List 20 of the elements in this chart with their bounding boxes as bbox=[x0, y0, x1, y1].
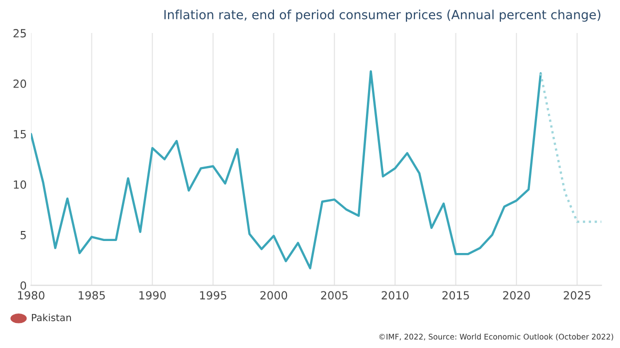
x-tick-label: 2025 bbox=[564, 291, 590, 300]
x-tick-label: 2000 bbox=[260, 291, 288, 300]
y-tick-label: 15 bbox=[14, 130, 26, 138]
line-series bbox=[540, 72, 602, 223]
y-tick-label: 5 bbox=[20, 231, 26, 240]
x-tick-label: 2005 bbox=[321, 291, 348, 300]
x-tick-label: 2010 bbox=[382, 291, 408, 300]
x-tick-label: 1995 bbox=[200, 291, 226, 300]
y-tick-label: 10 bbox=[14, 180, 26, 189]
y-tick-label: 25 bbox=[14, 29, 26, 38]
chart-title: Inflation rate, end of period consumer prices (Annual percent change) bbox=[164, 10, 600, 22]
x-tick-label: 2015 bbox=[442, 291, 469, 300]
x-tick-label: 1990 bbox=[139, 291, 166, 300]
x-tick-label: 1985 bbox=[78, 291, 105, 300]
y-tick-label: 20 bbox=[14, 79, 26, 88]
text: Pakistan bbox=[32, 314, 71, 322]
x-tick-label: 2020 bbox=[503, 291, 530, 300]
line-series bbox=[31, 70, 542, 270]
y-tick-label: 0 bbox=[20, 281, 26, 290]
x-tick-label: 1980 bbox=[18, 291, 44, 300]
